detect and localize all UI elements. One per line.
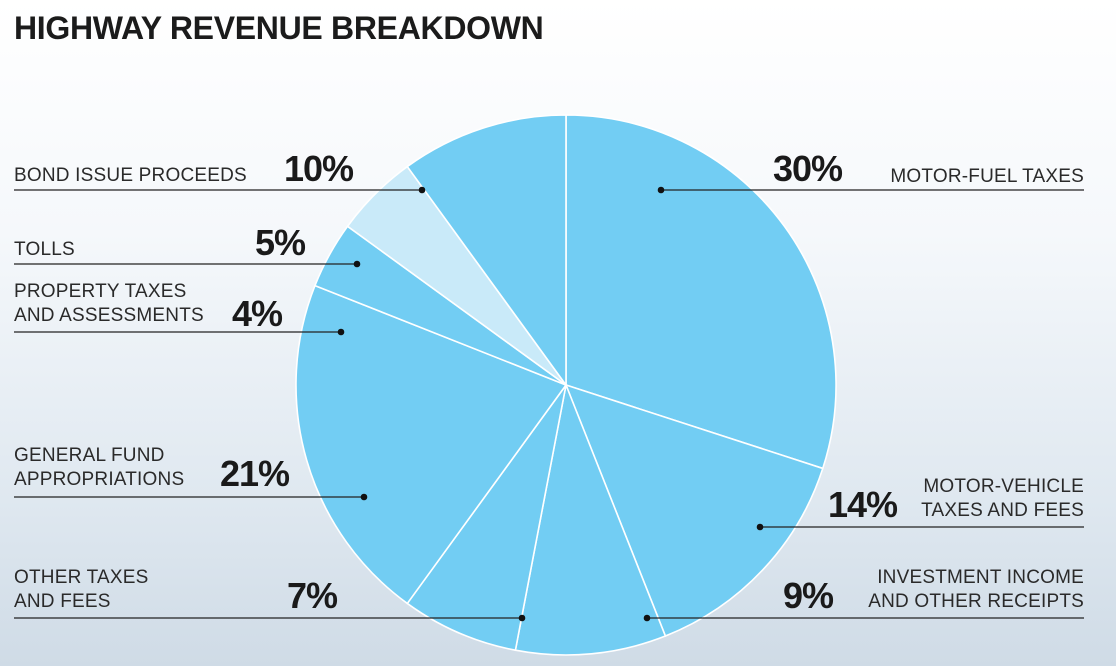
chart-title: HIGHWAY REVENUE BREAKDOWN bbox=[14, 10, 544, 46]
slice-label: OTHER TAXES bbox=[14, 567, 149, 588]
pie-slice-bond-issue-proceeds bbox=[406, 114, 567, 388]
leader-dot bbox=[353, 260, 361, 268]
slice-label: PROPERTY TAXES bbox=[14, 281, 186, 302]
slice-percent-label: 30% bbox=[773, 148, 843, 189]
slice-label: APPROPRIATIONS bbox=[14, 469, 184, 490]
slice-percent-label: 10% bbox=[284, 148, 354, 189]
pie-slices bbox=[295, 114, 837, 656]
slice-label: TOLLS bbox=[14, 239, 75, 260]
annotation-bond-issue-proceeds: BOND ISSUE PROCEEDS 10% bbox=[14, 148, 426, 194]
leader-dot bbox=[518, 614, 526, 622]
pie-slice-motor-fuel-taxes bbox=[565, 114, 837, 470]
slice-percent-label: 7% bbox=[287, 575, 338, 616]
pie-slice-general-fund-appropriations bbox=[295, 284, 568, 605]
slice-label: MOTOR-FUEL TAXES bbox=[890, 166, 1084, 187]
slice-percent-label: 14% bbox=[828, 484, 898, 525]
annotation-investment-income-and-other-receipts: INVESTMENT INCOME AND OTHER RECEIPTS 9% bbox=[643, 567, 1084, 622]
slice-label: TAXES AND FEES bbox=[921, 500, 1084, 521]
slice-label: AND OTHER RECEIPTS bbox=[868, 591, 1084, 612]
slice-percent-label: 9% bbox=[783, 575, 834, 616]
slice-percent-label: 5% bbox=[255, 222, 306, 263]
slice-percent-label: 4% bbox=[232, 293, 283, 334]
slice-label: GENERAL FUND bbox=[14, 445, 165, 466]
slice-label: BOND ISSUE PROCEEDS bbox=[14, 165, 247, 186]
leader-dot bbox=[643, 614, 651, 622]
annotation-property-taxes-and-assessments: PROPERTY TAXES AND ASSESSMENTS 4% bbox=[14, 281, 345, 336]
pie-slice-other-taxes-and-fees bbox=[406, 384, 567, 652]
slice-label: MOTOR-VEHICLE bbox=[923, 476, 1084, 497]
slice-percent-label: 21% bbox=[220, 453, 290, 494]
slice-label: AND FEES bbox=[14, 591, 111, 612]
leader-dot bbox=[756, 523, 764, 531]
pie-slice-investment-income-and-other-receipts bbox=[514, 382, 667, 656]
annotation-motor-fuel-taxes: MOTOR-FUEL TAXES 30% bbox=[657, 148, 1084, 194]
leader-dot bbox=[360, 493, 368, 501]
slice-annotations: MOTOR-FUEL TAXES 30% MOTOR-VEHICLE TAXES AN… bbox=[14, 148, 1084, 622]
annotation-general-fund-appropriations: GENERAL FUND APPROPRIATIONS 21% bbox=[14, 445, 368, 501]
leader-dot bbox=[657, 186, 665, 194]
slice-label: AND ASSESSMENTS bbox=[14, 305, 204, 326]
pie-slice-motor-vehicle-taxes-and-fees bbox=[564, 383, 824, 638]
slice-label: INVESTMENT INCOME bbox=[877, 567, 1084, 588]
annotation-other-taxes-and-fees: OTHER TAXES AND FEES 7% bbox=[14, 567, 526, 622]
leader-dot bbox=[418, 186, 426, 194]
annotation-motor-vehicle-taxes-and-fees: MOTOR-VEHICLE TAXES AND FEES 14% bbox=[756, 476, 1084, 531]
leader-dot bbox=[337, 328, 345, 336]
annotation-tolls: TOLLS 5% bbox=[14, 222, 361, 268]
